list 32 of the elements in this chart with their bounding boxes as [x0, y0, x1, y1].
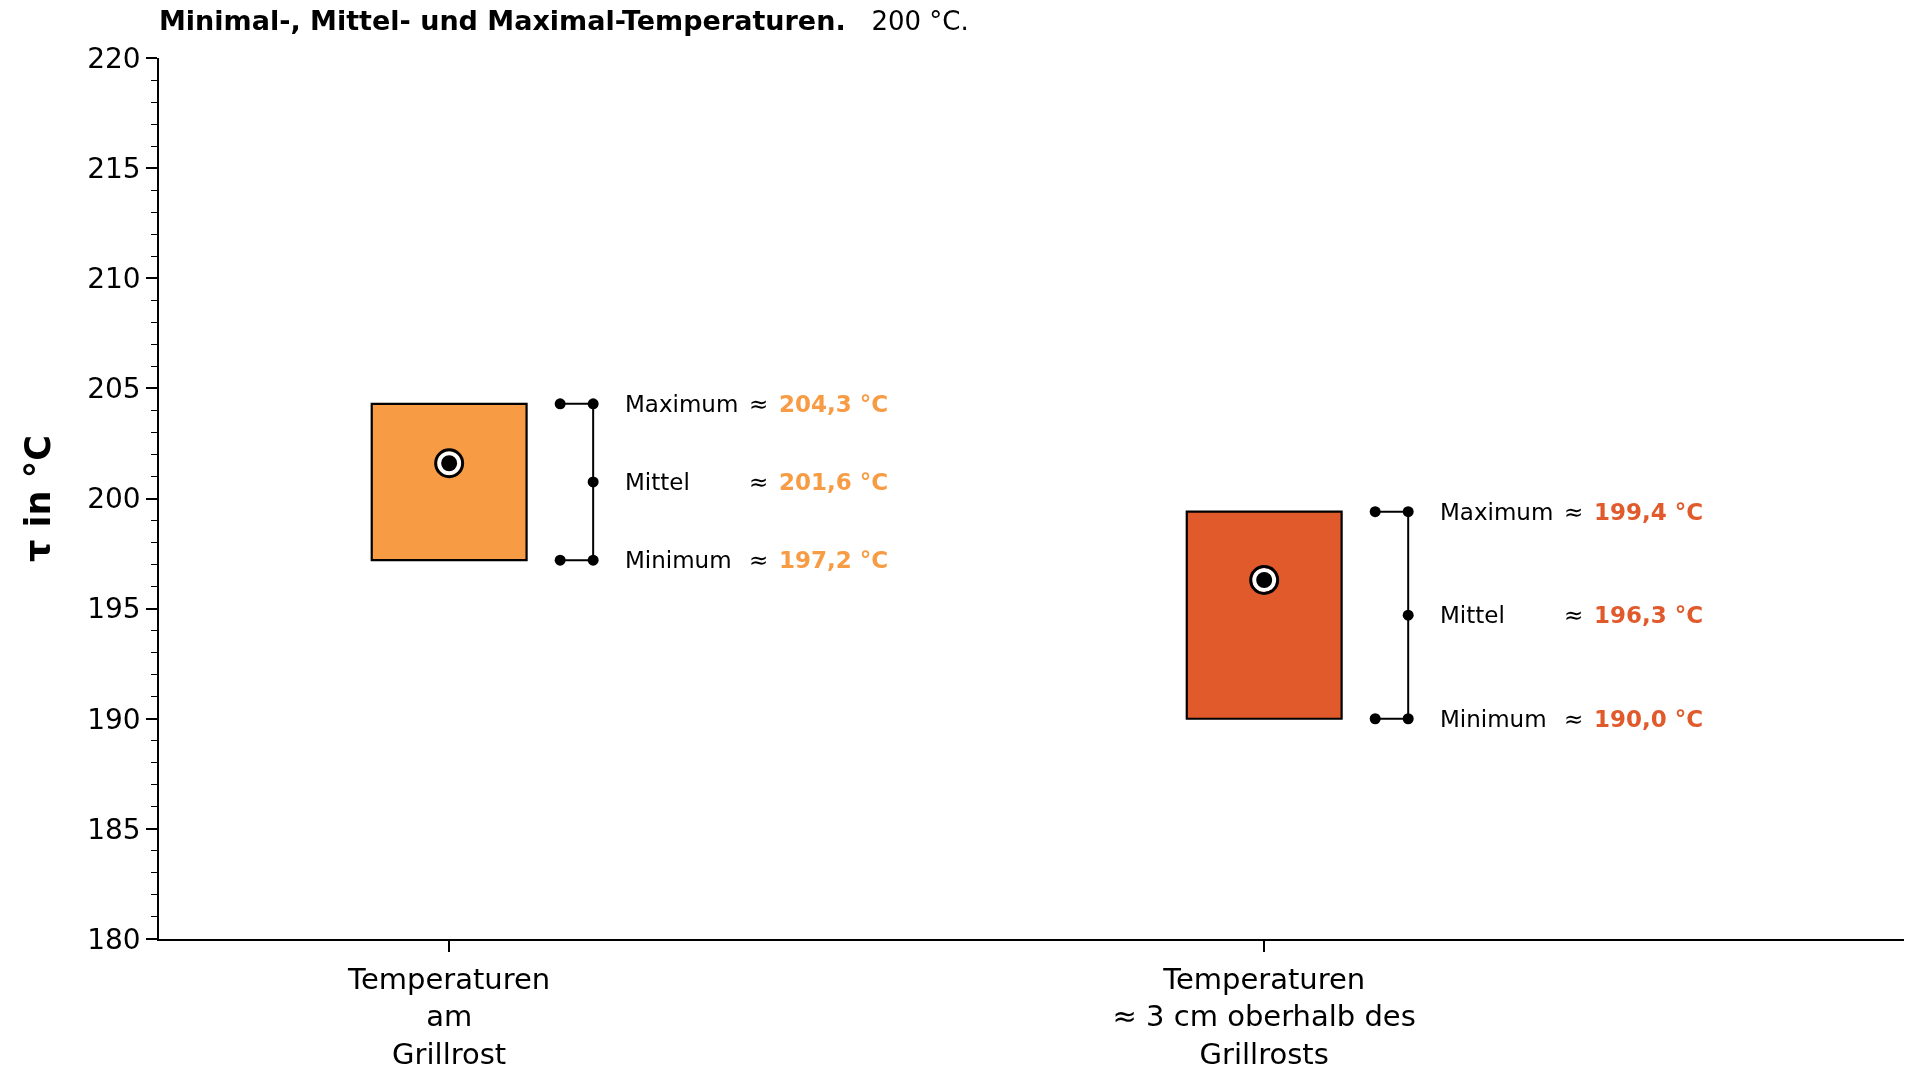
chart-title: Minimal-, Mittel- und Maximal-Temperaturen.: [159, 5, 846, 37]
x-tick-label: Temperaturen am Grillrost: [347, 961, 551, 1071]
annotation: ≈: [1564, 602, 1584, 628]
chart-subtitle: 200 °C.: [871, 6, 969, 37]
annotation: Mittel: [625, 469, 690, 495]
annotation: 196,3 °C: [1594, 602, 1704, 628]
y-tick-label: 195: [87, 592, 141, 626]
y-tick-label: 190: [87, 702, 141, 736]
annotation: Maximum: [625, 391, 739, 417]
y-tick-label: 185: [87, 812, 141, 846]
y-tick-label: 220: [87, 41, 141, 75]
annotation: ≈: [1564, 706, 1584, 732]
annotation: Minimum: [1440, 706, 1547, 732]
annotation: 199,4 °C: [1594, 499, 1704, 525]
y-tick-label: 200: [87, 482, 141, 516]
annotation: Maximum: [1440, 499, 1554, 525]
x-tick-label: Temperaturen ≈ 3 cm oberhalb des Grillrosts: [1112, 961, 1416, 1071]
annotation: 201,6 °C: [779, 469, 889, 495]
y-tick-label: 210: [87, 262, 141, 296]
annotation: 197,2 °C: [779, 547, 889, 573]
y-tick-label: 180: [87, 922, 141, 956]
y-tick-label: 215: [87, 151, 141, 185]
annotation: 190,0 °C: [1594, 706, 1704, 732]
annotation: ≈: [749, 469, 769, 495]
y-axis-title: τ in °C: [17, 435, 58, 562]
annotation: 204,3 °C: [779, 391, 889, 417]
annotation: Mittel: [1440, 602, 1505, 628]
annotation: Minimum: [625, 547, 732, 573]
annotation: ≈: [749, 547, 769, 573]
y-tick-label: 205: [87, 372, 141, 406]
annotation: ≈: [749, 391, 769, 417]
annotation: ≈: [1564, 499, 1584, 525]
